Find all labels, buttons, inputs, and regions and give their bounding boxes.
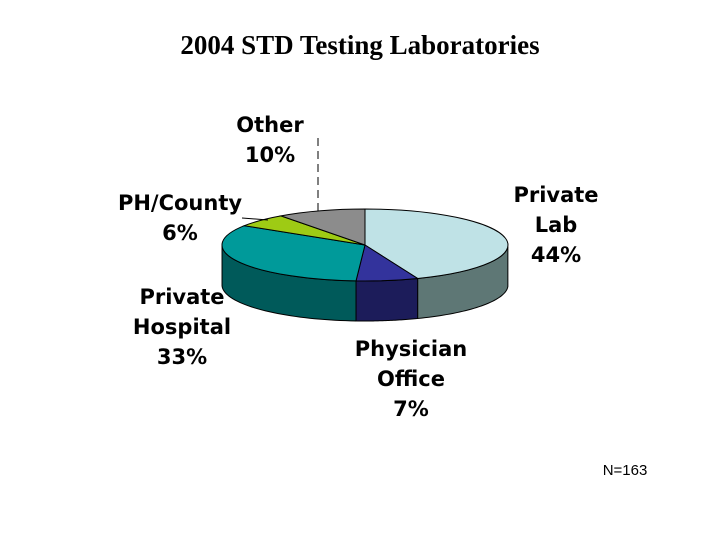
slice-private-lab — [364, 208, 509, 279]
slice-labels: Private Lab 44% Physician Office 7% Private Hos… — [118, 113, 599, 421]
slice-label-ph-county: PH/County 6% — [118, 191, 242, 245]
slice-label-private-hospital: Private Hospital 33% — [133, 285, 231, 369]
sample-size-note: N=163 — [602, 462, 648, 479]
slice-label-other: Other 10% — [236, 113, 304, 167]
pie-sides — [221, 245, 509, 322]
leader-line-ph-county — [241, 217, 269, 221]
pie-tops — [221, 208, 509, 282]
leader-lines — [241, 138, 319, 221]
slice-label-physician-office: Physician Office 7% — [355, 337, 468, 421]
chart-title: 2004 STD Testing Laboratories — [180, 30, 540, 60]
slice-label-private-lab: Private Lab 44% — [513, 183, 598, 267]
slice-side-physician-office — [355, 277, 419, 322]
slice-other — [278, 208, 366, 246]
